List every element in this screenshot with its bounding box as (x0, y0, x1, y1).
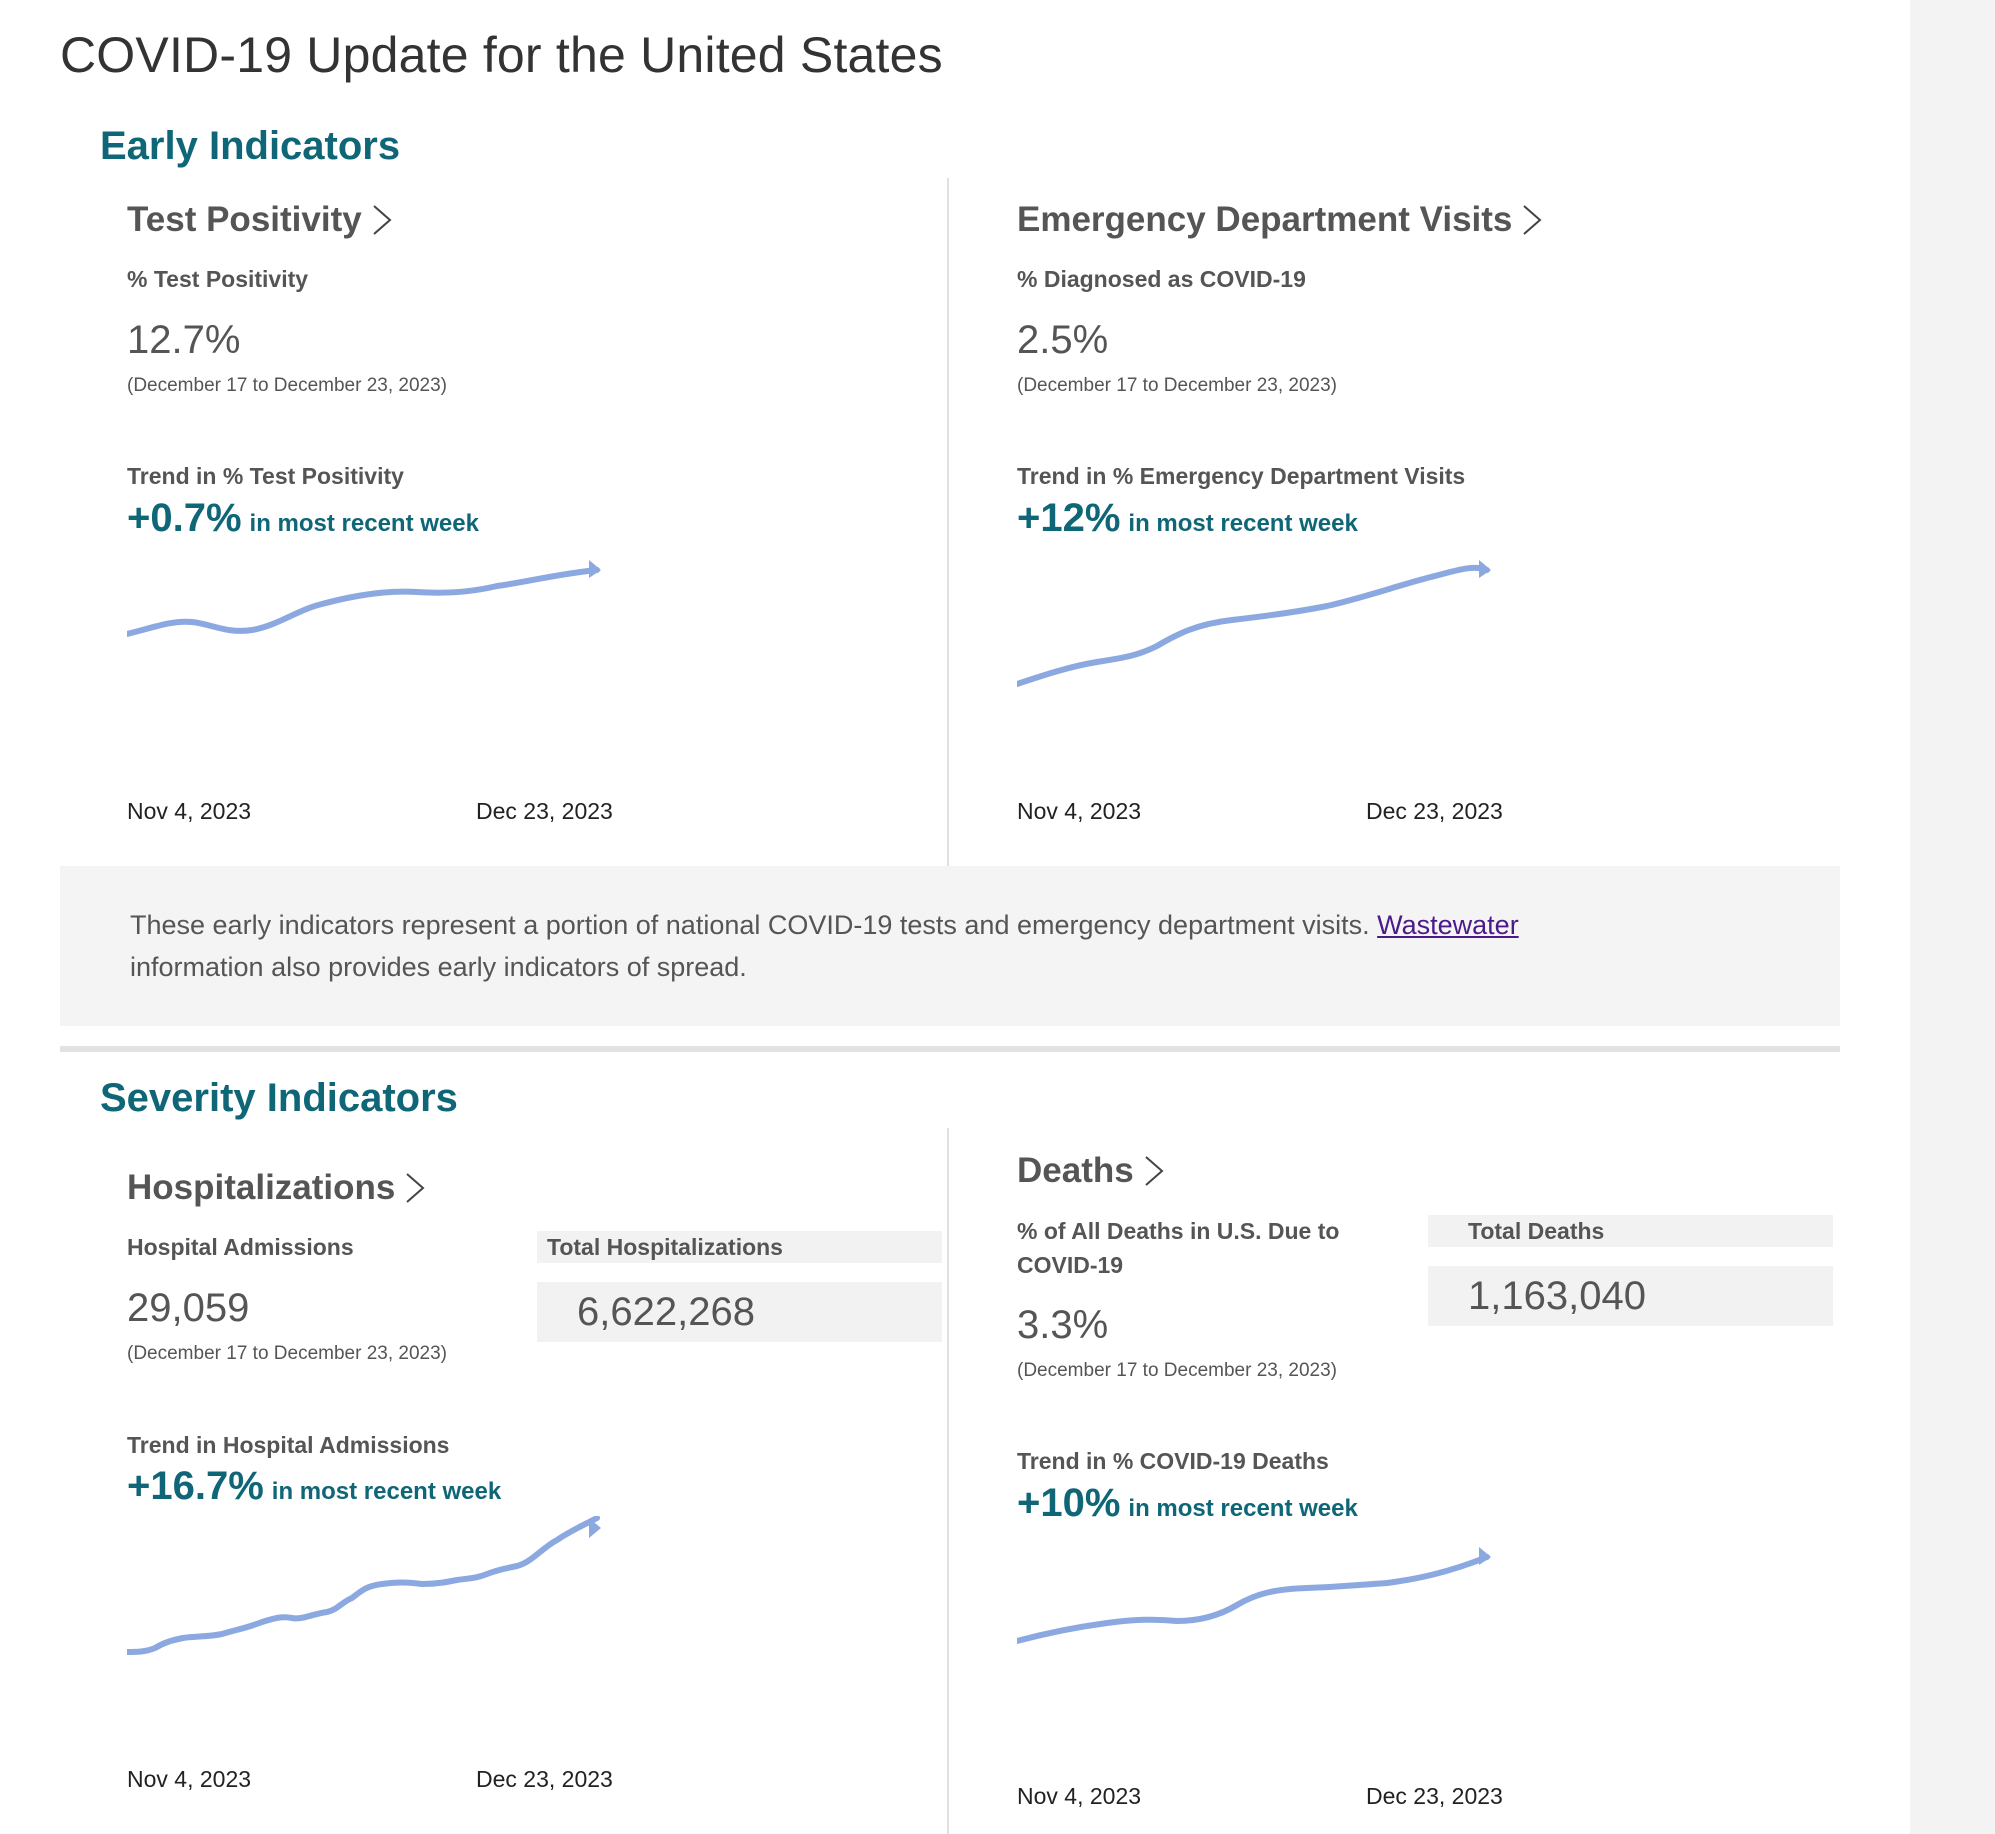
chevron-right-icon (406, 1173, 425, 1203)
hospital-admissions-axis-start: Nov 4, 2023 (127, 1766, 252, 1792)
ed-visits-axis-start: Nov 4, 2023 (1017, 798, 1142, 824)
chevron-right-icon (373, 205, 392, 235)
trend-percent: +0.7% (127, 496, 242, 540)
deaths-title: Deaths (1017, 1151, 1134, 1190)
hospital-admissions-label: Hospital Admissions (127, 1234, 354, 1260)
test-positivity-metric-label: % Test Positivity (127, 266, 309, 292)
hospitalizations-title: Hospitalizations (127, 1168, 396, 1207)
ed-visits-trend: +12% in most recent week (1017, 496, 1358, 541)
ed-visits-metric-label: % Diagnosed as COVID-19 (1017, 266, 1306, 292)
test-positivity-trend-label: Trend in % Test Positivity (127, 463, 404, 489)
total-hospitalizations-label: Total Hospitalizations (537, 1231, 942, 1263)
deaths-axis-start: Nov 4, 2023 (1017, 1783, 1142, 1809)
trend-percent: +10% (1017, 1481, 1121, 1525)
hospital-admissions-date-range: (December 17 to December 23, 2023) (127, 1343, 447, 1364)
total-hospitalizations-value: 6,622,268 (537, 1282, 942, 1342)
chevron-right-icon (1145, 1156, 1164, 1186)
trend-percent: +16.7% (127, 1464, 264, 1508)
deaths-sparkline (1017, 1547, 1491, 1644)
page-title: COVID-19 Update for the United States (60, 27, 943, 83)
wastewater-link[interactable]: Wastewater (1377, 910, 1519, 940)
ed-visits-trend-label: Trend in % Emergency Department Visits (1017, 463, 1466, 489)
sparkline-end-marker (1479, 560, 1491, 578)
ed-visits-axis-end: Dec 23, 2023 (1366, 798, 1503, 824)
early-indicators-note: These early indicators represent a porti… (60, 866, 1840, 1026)
deaths-trend: +10% in most recent week (1017, 1481, 1358, 1526)
deaths-metric-label: % of All Deaths in U.S. Due to COVID-19 (1017, 1218, 1340, 1278)
early-indicators-heading: Early Indicators (100, 124, 401, 168)
test-positivity-axis-start: Nov 4, 2023 (127, 798, 252, 824)
trend-suffix: in most recent week (1128, 1495, 1358, 1522)
test-positivity-value: 12.7% (127, 318, 241, 362)
test-positivity-date-range: (December 17 to December 23, 2023) (127, 375, 447, 396)
ed-visits-link[interactable]: Emergency Department Visits (1017, 198, 1817, 242)
deaths-link[interactable]: Deaths (1017, 1149, 1817, 1193)
hospital-admissions-trend-label: Trend in Hospital Admissions (127, 1432, 450, 1458)
hospital-admissions-trend: +16.7% in most recent week (127, 1464, 501, 1509)
total-deaths-value: 1,163,040 (1428, 1266, 1833, 1326)
test-positivity-trend: +0.7% in most recent week (127, 496, 479, 541)
total-deaths-label: Total Deaths (1428, 1215, 1833, 1247)
deaths-trend-label: Trend in % COVID-19 Deaths (1017, 1448, 1329, 1474)
test-positivity-link[interactable]: Test Positivity (127, 198, 927, 242)
severity-indicators-heading: Severity Indicators (100, 1076, 458, 1120)
chevron-right-icon (1523, 205, 1542, 235)
sparkline-end-marker (589, 1518, 601, 1538)
hospitalizations-link[interactable]: Hospitalizations (127, 1166, 927, 1210)
hospital-admissions-value: 29,059 (127, 1286, 250, 1330)
section-divider (60, 1046, 1840, 1052)
ed-visits-date-range: (December 17 to December 23, 2023) (1017, 375, 1337, 396)
early-column-divider (947, 178, 949, 866)
ed-visits-value: 2.5% (1017, 318, 1109, 362)
sparkline-end-marker (1479, 1547, 1491, 1565)
deaths-value: 3.3% (1017, 1303, 1109, 1347)
trend-suffix: in most recent week (271, 1478, 502, 1505)
sparkline-end-marker (589, 560, 601, 578)
note-text: These early indicators represent a porti… (130, 910, 1370, 940)
trend-suffix: in most recent week (1128, 510, 1358, 537)
deaths-date-range: (December 17 to December 23, 2023) (1017, 1360, 1337, 1381)
severity-column-divider (947, 1128, 949, 1834)
test-positivity-sparkline (127, 560, 601, 637)
test-positivity-axis-end: Dec 23, 2023 (476, 798, 613, 824)
note-text-after: information also provides early indicato… (130, 952, 747, 982)
test-positivity-title: Test Positivity (127, 200, 362, 239)
deaths-axis-end: Dec 23, 2023 (1366, 1783, 1503, 1809)
trend-percent: +12% (1017, 496, 1121, 540)
ed-visits-sparkline (1017, 560, 1491, 687)
trend-suffix: in most recent week (249, 510, 479, 537)
ed-visits-title: Emergency Department Visits (1017, 200, 1513, 239)
hospital-admissions-axis-end: Dec 23, 2023 (476, 1766, 613, 1792)
page-scrollbar-gutter (1910, 0, 1995, 1834)
hospital-admissions-sparkline (127, 1516, 601, 1655)
